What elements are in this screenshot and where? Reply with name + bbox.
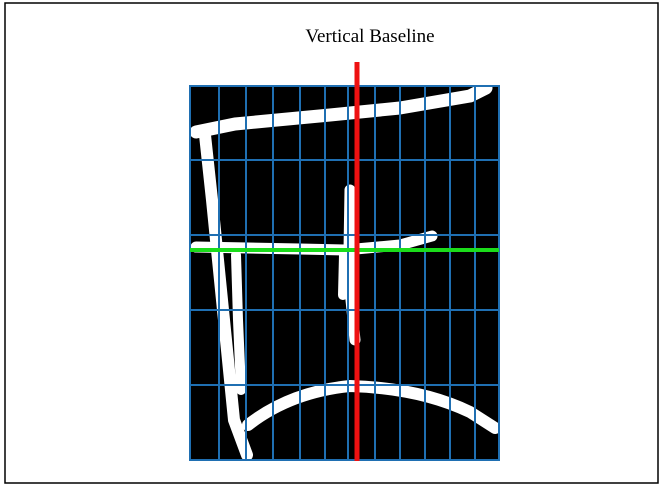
figure: Vertical Baseline: [0, 0, 663, 487]
stroke: [349, 190, 355, 340]
page: Vertical Baseline (() => { const data = …: [0, 0, 663, 487]
baseline-label: Vertical Baseline: [305, 26, 434, 47]
stroke: [343, 255, 344, 295]
stroke: [236, 255, 241, 390]
